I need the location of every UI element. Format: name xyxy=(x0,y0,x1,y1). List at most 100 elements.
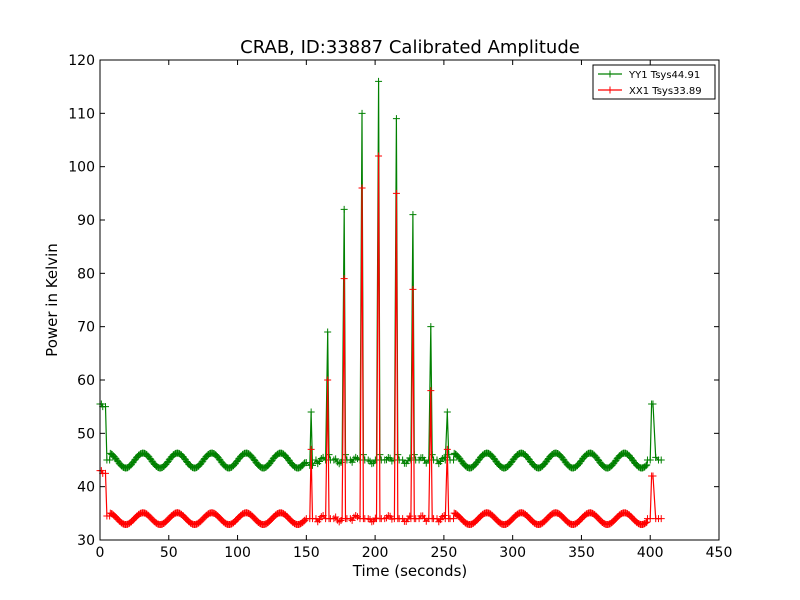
data-point xyxy=(384,453,392,461)
data-point xyxy=(370,459,378,467)
y-tick-label: 40 xyxy=(77,480,95,496)
data-point xyxy=(312,515,320,523)
x-tick-label: 250 xyxy=(431,545,458,561)
data-point xyxy=(649,400,657,408)
data-point xyxy=(437,516,445,524)
legend-marker xyxy=(606,86,614,94)
data-point xyxy=(440,512,448,520)
data-point xyxy=(643,518,651,526)
y-tick-label: 80 xyxy=(77,266,95,282)
x-tick-label: 350 xyxy=(568,545,595,561)
data-point xyxy=(433,456,441,464)
data-point xyxy=(392,115,400,123)
data-point xyxy=(386,454,394,462)
data-point xyxy=(368,518,376,526)
x-tick-label: 300 xyxy=(499,545,526,561)
series-markers-2 xyxy=(96,152,665,529)
y-tick-label: 90 xyxy=(77,213,95,229)
legend: YY1 Tsys44.91 XX1 Tsys33.89 xyxy=(592,64,716,100)
data-point xyxy=(386,512,394,520)
y-tick-label: 100 xyxy=(68,160,95,176)
data-point xyxy=(450,515,458,523)
x-tick-label: 0 xyxy=(96,545,105,561)
x-axis-ticks: 0 50 100 150 200 250 300 350 400 450 xyxy=(96,60,733,561)
x-tick-label: 150 xyxy=(293,545,320,561)
data-point xyxy=(330,515,338,523)
data-point xyxy=(427,387,435,395)
data-point xyxy=(102,469,110,477)
data-point xyxy=(409,211,417,219)
data-point xyxy=(438,454,446,462)
y-tick-label: 50 xyxy=(77,426,95,442)
data-point xyxy=(106,456,114,464)
data-point xyxy=(399,456,407,464)
y-tick-label: 70 xyxy=(77,320,95,336)
data-point xyxy=(309,461,317,469)
data-point xyxy=(324,376,332,384)
data-point xyxy=(364,515,372,523)
data-point xyxy=(443,445,451,453)
data-point xyxy=(307,408,315,416)
data-point xyxy=(657,515,665,523)
data-point xyxy=(445,451,453,459)
data-point xyxy=(443,408,451,416)
data-point xyxy=(657,456,665,464)
plot-series xyxy=(96,77,665,529)
data-point xyxy=(404,457,412,465)
data-point xyxy=(340,205,348,213)
x-tick-label: 400 xyxy=(637,545,664,561)
data-point xyxy=(409,285,417,293)
plot-frame xyxy=(99,59,720,541)
data-point xyxy=(317,454,325,462)
data-point xyxy=(427,323,435,331)
y-tick-label: 120 xyxy=(68,53,95,69)
data-point xyxy=(352,511,360,519)
data-point xyxy=(317,513,325,521)
data-point xyxy=(340,275,348,283)
data-point xyxy=(332,455,340,463)
data-point xyxy=(324,328,332,336)
data-point xyxy=(312,456,320,464)
data-point xyxy=(381,515,389,523)
legend-label: XX1 Tsys33.89 xyxy=(629,86,702,97)
data-point xyxy=(358,184,366,192)
chart-title: CRAB, ID:33887 Calibrated Amplitude xyxy=(240,37,580,58)
data-point xyxy=(646,456,654,464)
data-point xyxy=(348,516,356,524)
legend-label: YY1 Tsys44.91 xyxy=(628,70,700,81)
x-tick-label: 50 xyxy=(160,545,178,561)
data-point xyxy=(392,189,400,197)
data-point xyxy=(364,456,372,464)
data-point xyxy=(316,516,324,524)
y-tick-label: 30 xyxy=(77,533,95,549)
series-markers-1 xyxy=(96,77,665,472)
data-point xyxy=(358,109,366,117)
data-point xyxy=(316,458,324,466)
data-point xyxy=(332,513,340,521)
data-point xyxy=(384,512,392,520)
data-point xyxy=(330,456,338,464)
data-point xyxy=(346,515,354,523)
legend-frame xyxy=(592,64,716,100)
x-tick-label: 450 xyxy=(706,545,733,561)
legend-marker xyxy=(606,70,614,78)
data-point xyxy=(450,456,458,464)
data-point xyxy=(642,462,650,470)
x-axis-label: Time (seconds) xyxy=(352,562,468,580)
data-point xyxy=(643,461,651,469)
data-point xyxy=(649,472,657,480)
data-point xyxy=(301,516,309,524)
data-point xyxy=(335,518,343,526)
data-point xyxy=(102,403,110,411)
data-point xyxy=(437,458,445,466)
data-point xyxy=(368,460,376,468)
data-point xyxy=(433,515,441,523)
data-point xyxy=(352,453,360,461)
y-tick-label: 110 xyxy=(68,106,95,122)
data-point xyxy=(375,77,383,85)
y-tick-label: 60 xyxy=(77,373,95,389)
data-point xyxy=(335,460,343,468)
x-tick-label: 200 xyxy=(362,545,389,561)
